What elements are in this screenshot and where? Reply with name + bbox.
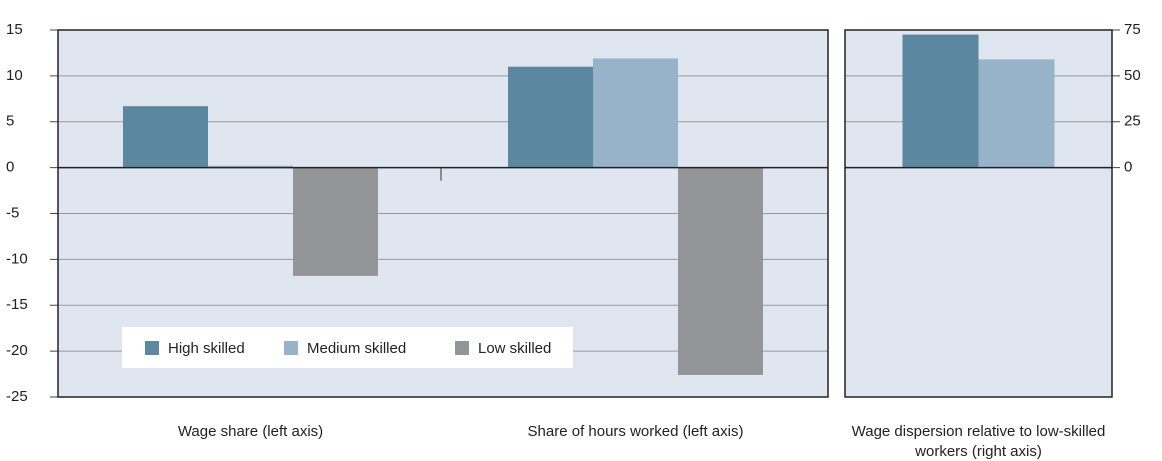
y-tick-label: -20 <box>6 342 28 359</box>
bar <box>293 167 378 276</box>
legend-label: High skilled <box>168 340 245 357</box>
y-tick-label: 0 <box>6 159 14 176</box>
y-tick-label: -25 <box>6 388 28 405</box>
legend-swatch <box>455 341 469 355</box>
y2-tick-label: 25 <box>1124 113 1141 130</box>
bar <box>123 106 208 168</box>
x-tick-label: Wage share (left axis) <box>177 423 324 440</box>
legend: High skilled Medium skilled Low skilled <box>122 327 573 368</box>
y2-tick-label: 0 <box>1124 159 1132 176</box>
bar <box>593 58 678 168</box>
x-tick-label: Share of hours worked (left axis) <box>527 423 744 440</box>
legend-swatch <box>145 341 159 355</box>
bar <box>208 165 293 168</box>
bar <box>902 34 979 168</box>
y2-tick-label: 50 <box>1124 67 1141 84</box>
y-tick-label: -15 <box>6 296 28 313</box>
bar <box>978 59 1055 168</box>
legend-box <box>122 327 573 368</box>
y-tick-label: 5 <box>6 113 14 130</box>
y2-tick-label: 75 <box>1124 21 1141 38</box>
y-tick-label: 10 <box>6 67 23 84</box>
legend-label: Medium skilled <box>307 340 406 357</box>
y-tick-label: 15 <box>6 21 23 38</box>
y-tick-label: -5 <box>6 204 19 221</box>
x-tick-label: Wage dispersion relative to low-skilled … <box>851 423 1106 460</box>
plot-frame <box>57 29 829 398</box>
plot-frame <box>844 29 1113 398</box>
y-tick-label: -10 <box>6 250 28 267</box>
bar <box>508 66 593 168</box>
legend-swatch <box>284 341 298 355</box>
legend-label: Low skilled <box>478 340 551 357</box>
bar <box>678 167 763 375</box>
